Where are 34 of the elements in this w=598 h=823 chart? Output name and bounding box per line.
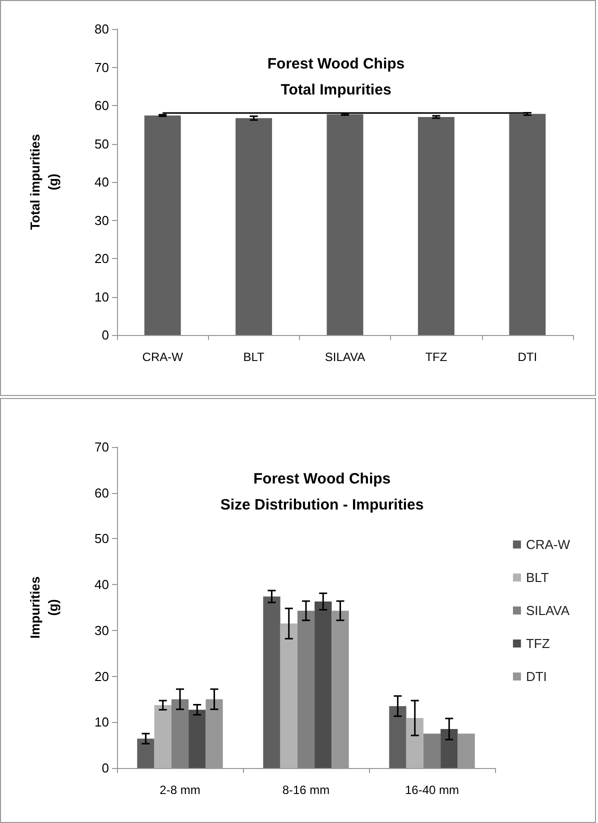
y-tick-label: 40 — [94, 174, 109, 190]
x-tick-label: SILAVA — [324, 350, 366, 364]
y-tick-label: 0 — [102, 760, 109, 776]
y-tick-label: 60 — [94, 98, 109, 113]
text: Forest Wood Chips Total Impurities — [267, 56, 405, 98]
x-tick-label: TFZ — [425, 350, 448, 364]
legend-label: CRA-W — [526, 537, 571, 552]
y-axis-title: Impurities (g) — [28, 576, 60, 639]
x-tick-label: CRA-W — [142, 350, 184, 364]
y-tick-label: 10 — [94, 714, 109, 730]
y-tick-label: 50 — [94, 531, 109, 546]
y-tick-label: 60 — [94, 485, 109, 500]
y-tick-label: 20 — [94, 668, 109, 684]
y-tick-label: 80 — [94, 22, 109, 36]
y-tick-label: 10 — [94, 289, 109, 304]
y-tick-label: 0 — [102, 328, 109, 342]
legend-label: BLT — [526, 570, 549, 585]
y-tick-label: 40 — [94, 577, 109, 592]
x-tick-label: BLT — [243, 350, 266, 364]
y-tick-label: 70 — [94, 440, 109, 454]
y-axis-title: Total impurities (g) — [28, 134, 60, 230]
y-tick-label: 70 — [94, 60, 109, 75]
legend-label: TFZ — [526, 636, 550, 651]
y-tick-label: 30 — [94, 622, 109, 638]
text: Forest Wood Chips Size Distribution - Impurities — [220, 470, 424, 514]
x-tick-label: 16-40 mm — [404, 783, 460, 797]
x-tick-label: 8-16 mm — [282, 783, 330, 797]
x-tick-label: DTI — [518, 350, 538, 364]
y-tick-label: 50 — [94, 136, 109, 152]
y-tick-label: 20 — [94, 251, 109, 266]
legend-label: DTI — [526, 669, 547, 684]
x-tick-label: 2-8 mm — [160, 783, 200, 797]
legend-label: SILAVA — [526, 603, 570, 618]
y-tick-label: 30 — [94, 212, 109, 228]
